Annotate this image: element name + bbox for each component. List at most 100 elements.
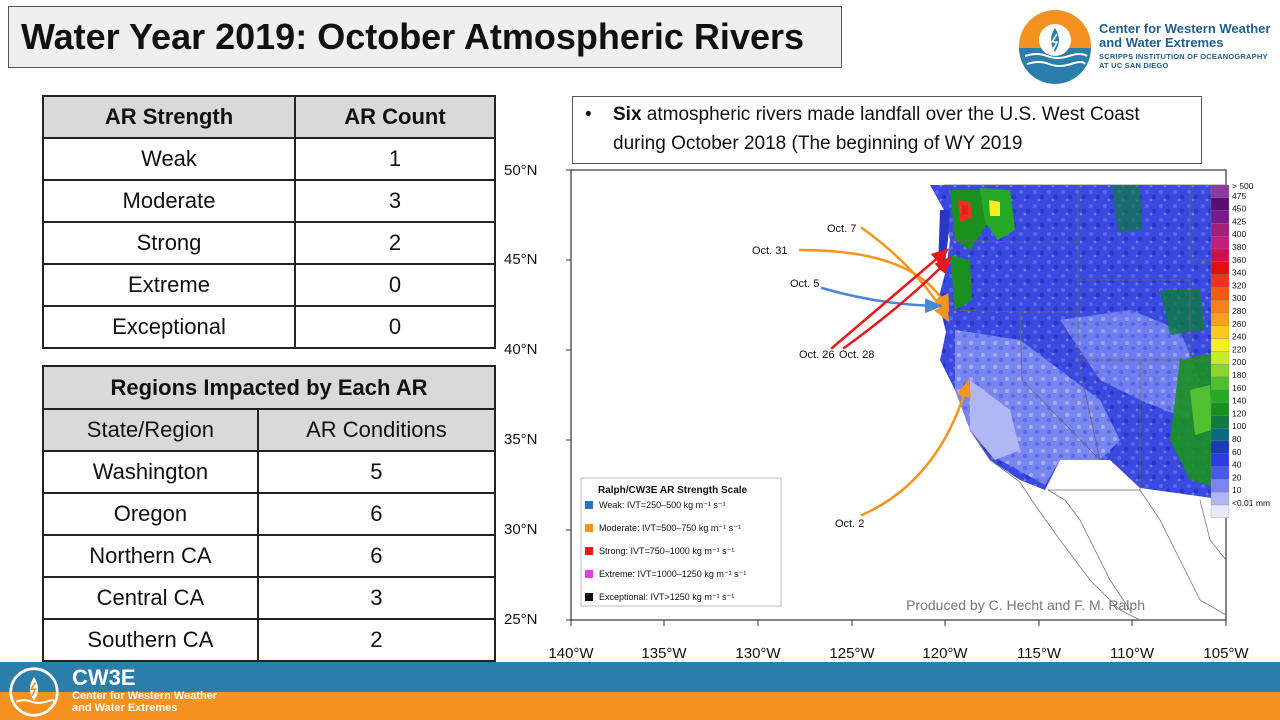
- colorbar-swatch: [1210, 236, 1230, 250]
- colorbar-label: 240: [1232, 332, 1246, 342]
- lon-label: 140°W: [548, 645, 594, 662]
- summary-bullet: • Six atmospheric rivers made landfall o…: [572, 96, 1202, 164]
- legend-swatch-weak: [585, 501, 593, 509]
- ar-label: Oct. 28: [839, 349, 874, 361]
- lon-labels: 140°W 135°W 130°W 125°W 120°W 115°W 110°…: [548, 645, 1249, 662]
- colorbar-label: 60: [1232, 447, 1242, 457]
- cw3e-logo-icon: [1019, 10, 1091, 84]
- table-header-conditions: AR Conditions: [256, 408, 497, 452]
- bullet-dot-icon: •: [585, 104, 592, 125]
- colorbar-swatch: [1210, 428, 1230, 442]
- lon-label: 120°W: [922, 645, 968, 662]
- colorbar-label: > 500: [1232, 181, 1254, 191]
- lon-label: 135°W: [641, 645, 687, 662]
- lon-label: 110°W: [1110, 645, 1155, 662]
- strength-label: Strong: [42, 221, 296, 265]
- region-value: 6: [256, 492, 497, 536]
- lon-label: 130°W: [735, 645, 781, 662]
- cw3e-logo: Center for Western Weather and Water Ext…: [1017, 8, 1277, 88]
- colorbar-label: 40: [1232, 460, 1242, 470]
- colorbar-swatch: [1210, 364, 1230, 378]
- footer-bar: CW3E Center for Western Weather and Wate…: [0, 662, 1280, 720]
- region-value: 2: [256, 618, 497, 662]
- ar-labels: Oct. 7 Oct. 31 Oct. 5 Oct. 26 Oct. 28 Oc…: [752, 223, 874, 530]
- lat-label: 50°N: [504, 162, 538, 179]
- region-label: Northern CA: [42, 534, 259, 578]
- colorbar-label: 340: [1232, 268, 1246, 278]
- colorbar-swatch: [1210, 415, 1230, 429]
- axis-ticks: [566, 169, 1227, 626]
- logo-sub-line2: AT UC SAN DIEGO: [1099, 61, 1169, 70]
- logo-name-line2: and Water Extremes: [1099, 35, 1224, 50]
- table-row: Oregon 6: [42, 492, 497, 536]
- footer-name: CW3E: [72, 665, 136, 690]
- legend-swatch-moderate: [585, 524, 593, 532]
- colorbar-label: 450: [1232, 204, 1246, 214]
- colorbar-label: 10: [1232, 485, 1242, 495]
- ar-label: Oct. 5: [790, 278, 819, 290]
- table-row: Strong 2: [42, 221, 496, 265]
- colorbar-label: 475: [1232, 191, 1246, 201]
- colorbar-swatch: [1210, 287, 1230, 301]
- table-row: Central CA 3: [42, 576, 497, 620]
- colorbar-swatch: [1210, 210, 1230, 224]
- colorbar-swatch: [1210, 325, 1230, 339]
- precipitation-field: [930, 185, 1226, 500]
- colorbar-swatch: [1210, 402, 1230, 416]
- legend-swatch-extreme: [585, 570, 593, 578]
- colorbar-swatch: [1210, 351, 1230, 365]
- colorbar-swatch: [1210, 479, 1230, 493]
- ar-label: Oct. 31: [752, 245, 787, 257]
- lat-label: 35°N: [504, 431, 538, 448]
- colorbar-label: 160: [1232, 383, 1246, 393]
- legend-item: Exceptional: IVT>1250 kg m⁻¹ s⁻¹: [599, 592, 734, 602]
- strength-label: Moderate: [42, 179, 296, 223]
- lon-label: 105°W: [1203, 645, 1249, 662]
- credit-text: Produced by C. Hecht and F. M. Ralph: [906, 597, 1145, 613]
- colorbar-label: 200: [1232, 357, 1246, 367]
- regions-table-title: Regions Impacted by Each AR: [42, 365, 496, 410]
- page-title: Water Year 2019: October Atmospheric Riv…: [8, 6, 842, 68]
- region-value: 3: [256, 576, 497, 620]
- legend-item: Weak: IVT=250–500 kg m⁻¹ s⁻¹: [599, 500, 726, 510]
- footer-line2: and Water Extremes: [72, 702, 178, 714]
- strength-label: Exceptional: [42, 305, 296, 349]
- ar-label: Oct. 2: [835, 518, 864, 530]
- table-row: Southern CA 2: [42, 618, 497, 662]
- colorbar-label: <0.01 mm: [1232, 498, 1270, 508]
- lon-label: 125°W: [829, 645, 875, 662]
- region-label: Southern CA: [42, 618, 259, 662]
- colorbar-label: 260: [1232, 319, 1246, 329]
- legend-item: Extreme: IVT=1000–1250 kg m⁻¹ s⁻¹: [599, 569, 746, 579]
- colorbar-label: 80: [1232, 434, 1242, 444]
- region-value: 5: [256, 450, 497, 494]
- precipitation-map: 50°N 45°N 40°N 35°N 30°N 25°N 140°W 135°…: [504, 162, 1270, 662]
- colorbar-swatch: [1210, 223, 1230, 237]
- footer-logo-icon: [9, 667, 59, 717]
- strength-count: 1: [294, 137, 496, 181]
- lat-label: 25°N: [504, 611, 538, 628]
- colorbar-label: 100: [1232, 421, 1246, 431]
- colorbar-swatch: [1210, 261, 1230, 275]
- colorbar-label: 180: [1232, 370, 1246, 380]
- colorbar-swatch: [1210, 389, 1230, 403]
- colorbar-label: 400: [1232, 229, 1246, 239]
- ar-strength-table: AR Strength AR Count Weak 1 Moderate 3 Str…: [42, 95, 496, 349]
- table-row: Extreme 0: [42, 263, 496, 307]
- table-header-region: State/Region: [42, 408, 259, 452]
- ar-arrow-oct5: [820, 286, 943, 314]
- region-label: Oregon: [42, 492, 259, 536]
- colorbar-label: 360: [1232, 255, 1246, 265]
- colorbar-swatch: [1210, 466, 1230, 480]
- colorbar-label: 320: [1232, 280, 1246, 290]
- logo-name-line1: Center for Western Weather: [1099, 21, 1271, 36]
- ar-strength-legend: Ralph/CW3E AR Strength Scale Weak: IVT=2…: [580, 477, 782, 607]
- colorbar-label: 140: [1232, 396, 1246, 406]
- strength-label: Extreme: [42, 263, 296, 307]
- lon-label: 115°W: [1017, 645, 1062, 662]
- strength-count: 0: [294, 263, 496, 307]
- lat-label: 30°N: [504, 521, 538, 538]
- lat-labels: 50°N 45°N 40°N 35°N 30°N 25°N: [504, 162, 538, 628]
- colorbar-swatch: [1210, 248, 1230, 262]
